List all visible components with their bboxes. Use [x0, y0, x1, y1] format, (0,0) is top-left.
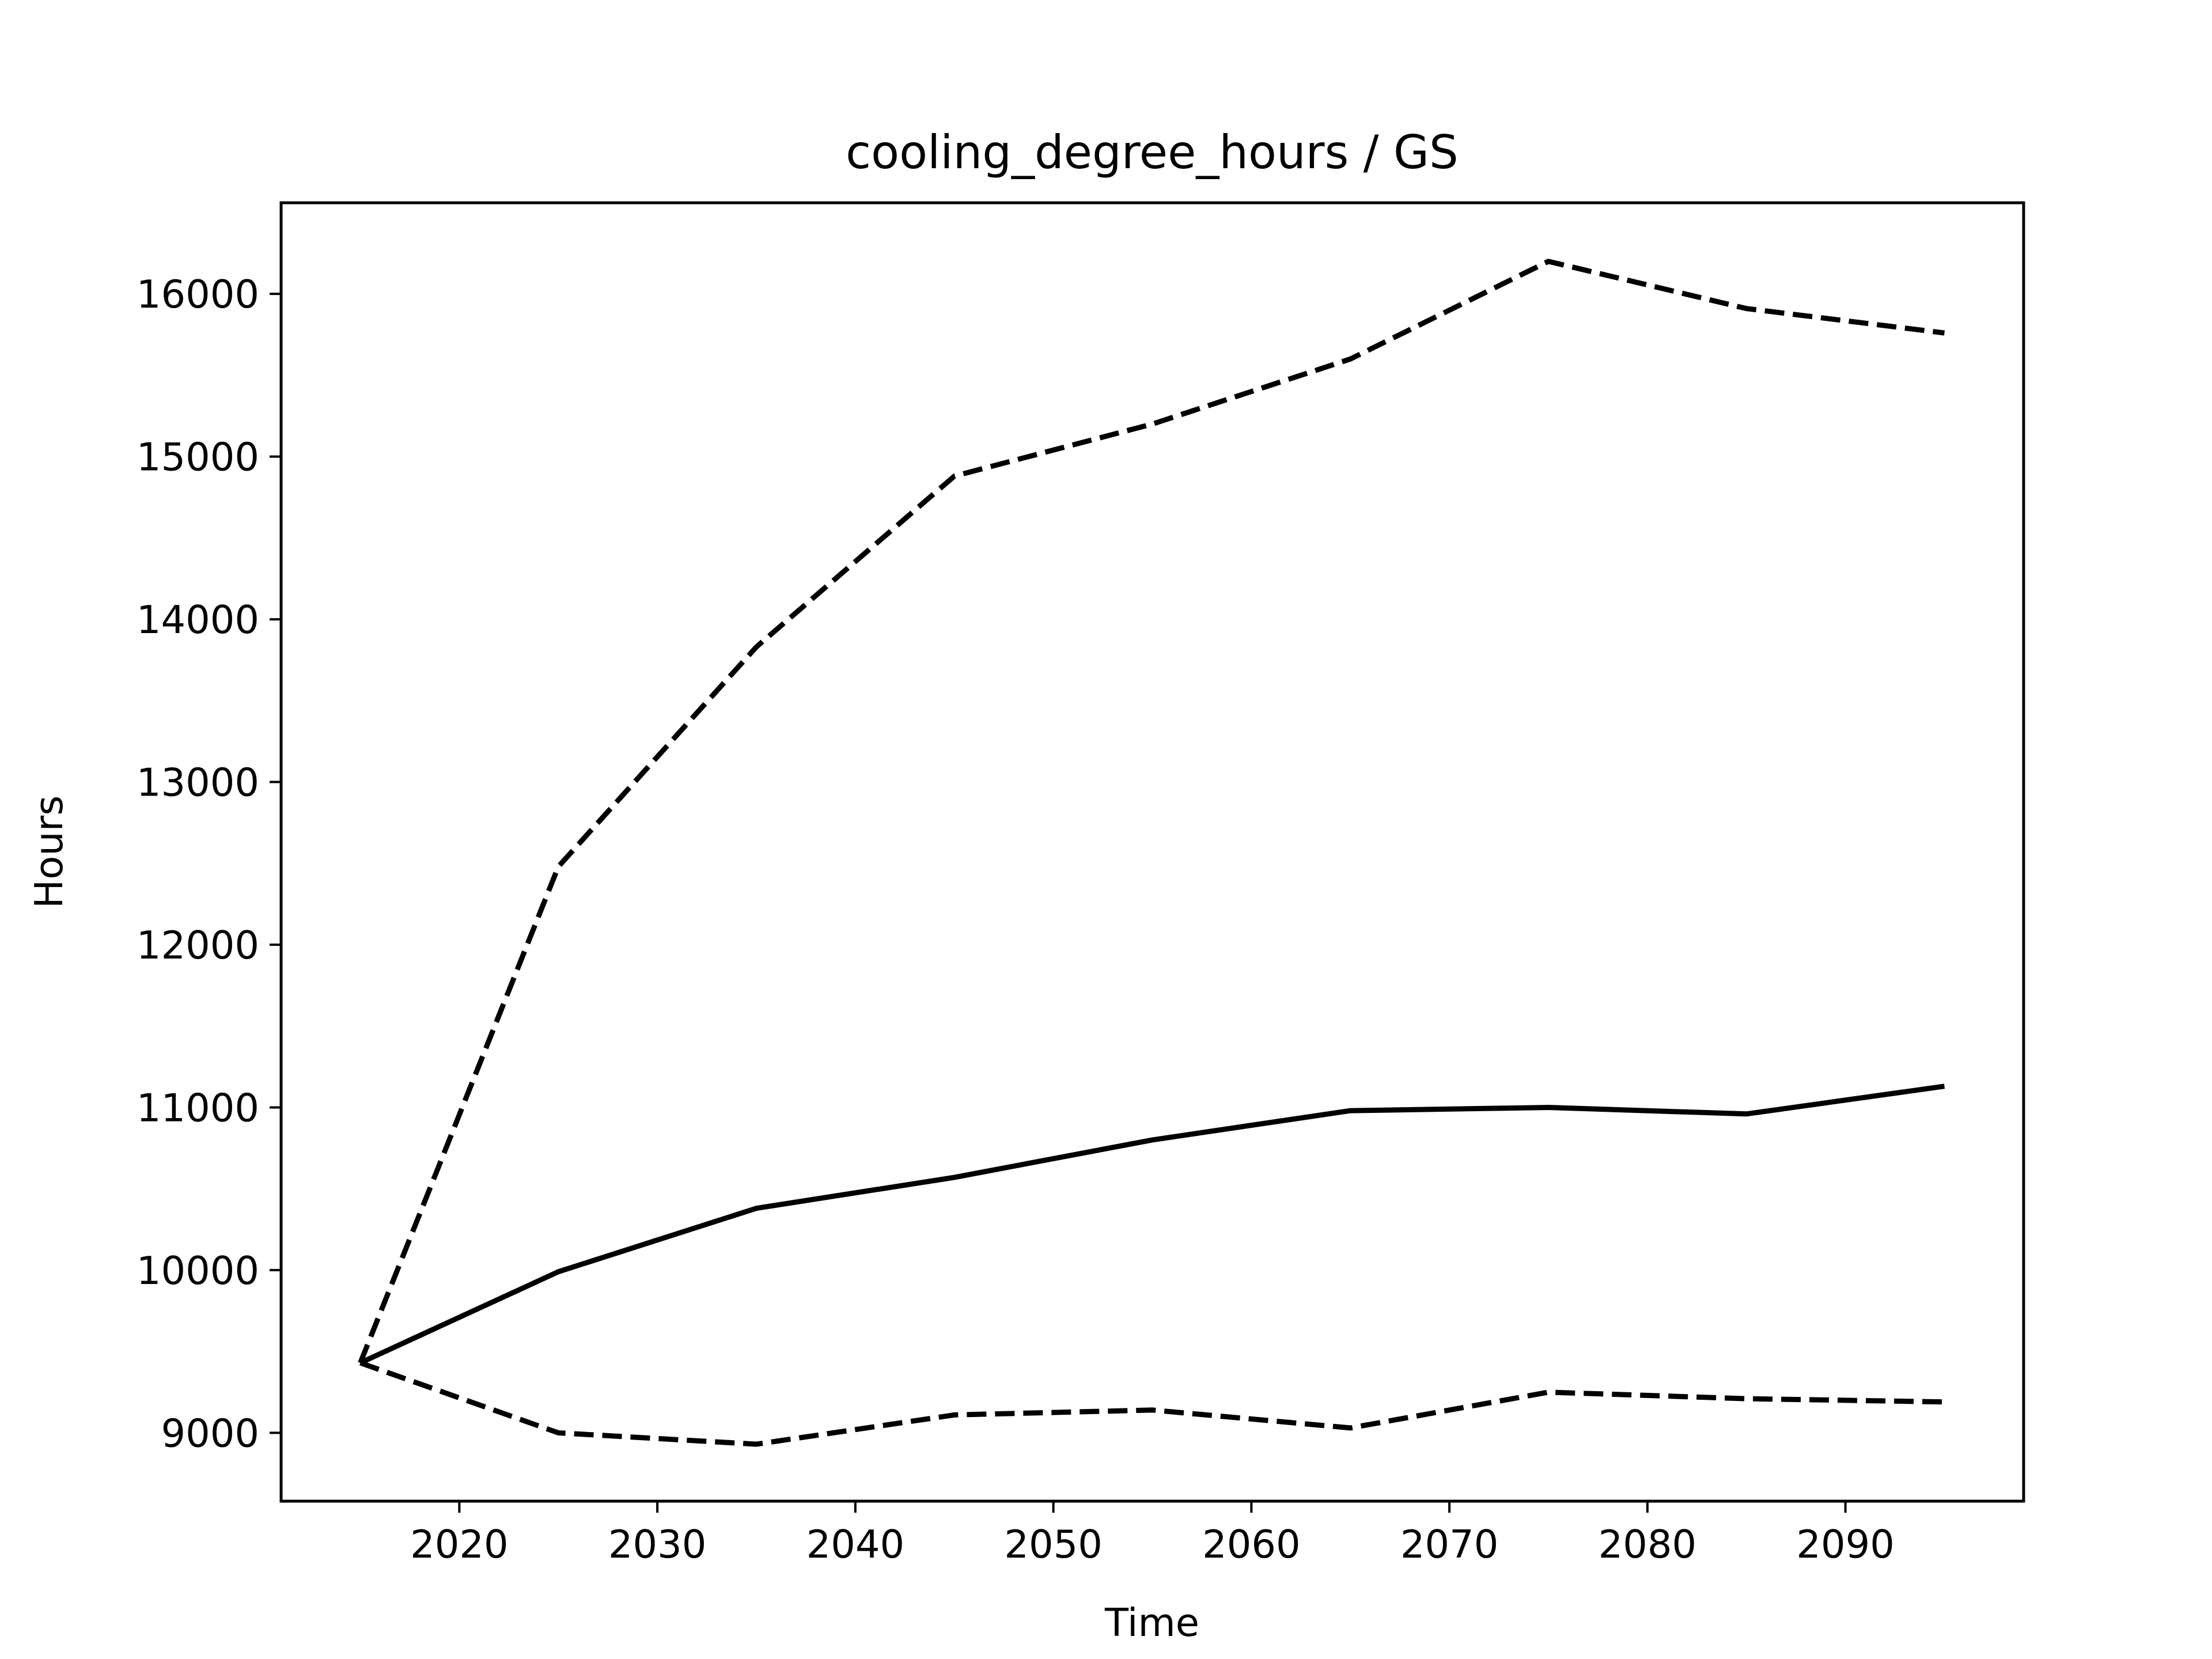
x-tick-label: 2080 [1599, 1522, 1697, 1567]
plot-layer [358, 259, 1945, 1447]
y-tick-label: 14000 [137, 597, 259, 642]
y-tick-label: 12000 [137, 923, 259, 968]
x-tick-label: 2090 [1796, 1522, 1895, 1567]
axis-ticks: 2020 2030 2040 2050 2060 2070 2080 2090 9000 1000… [137, 272, 1895, 1567]
x-tick-label: 2030 [608, 1522, 707, 1567]
x-tick-label: 2070 [1400, 1522, 1499, 1567]
y-tick-label: 15000 [137, 435, 259, 480]
chart-title: cooling_degree_hours / GS [846, 126, 1459, 179]
y-tick-label: 11000 [137, 1085, 259, 1130]
plot-frame [279, 201, 2025, 1503]
series-line-2-dashed [358, 259, 1945, 1364]
series-line-1-solid [359, 1084, 1945, 1365]
x-tick-label: 2050 [1004, 1522, 1103, 1567]
y-tick-label: 13000 [137, 760, 259, 805]
y-tick-label: 16000 [137, 272, 259, 317]
x-axis-label: Time [1104, 1600, 1199, 1645]
x-tick-label: 2040 [806, 1522, 905, 1567]
y-axis-label: Hours [26, 796, 71, 908]
series-line-3-dashed [359, 1360, 1945, 1447]
x-tick-label: 2020 [410, 1522, 509, 1567]
x-tick-label: 2060 [1202, 1522, 1301, 1567]
y-tick-label: 9000 [161, 1411, 259, 1456]
y-tick-label: 10000 [137, 1248, 259, 1293]
